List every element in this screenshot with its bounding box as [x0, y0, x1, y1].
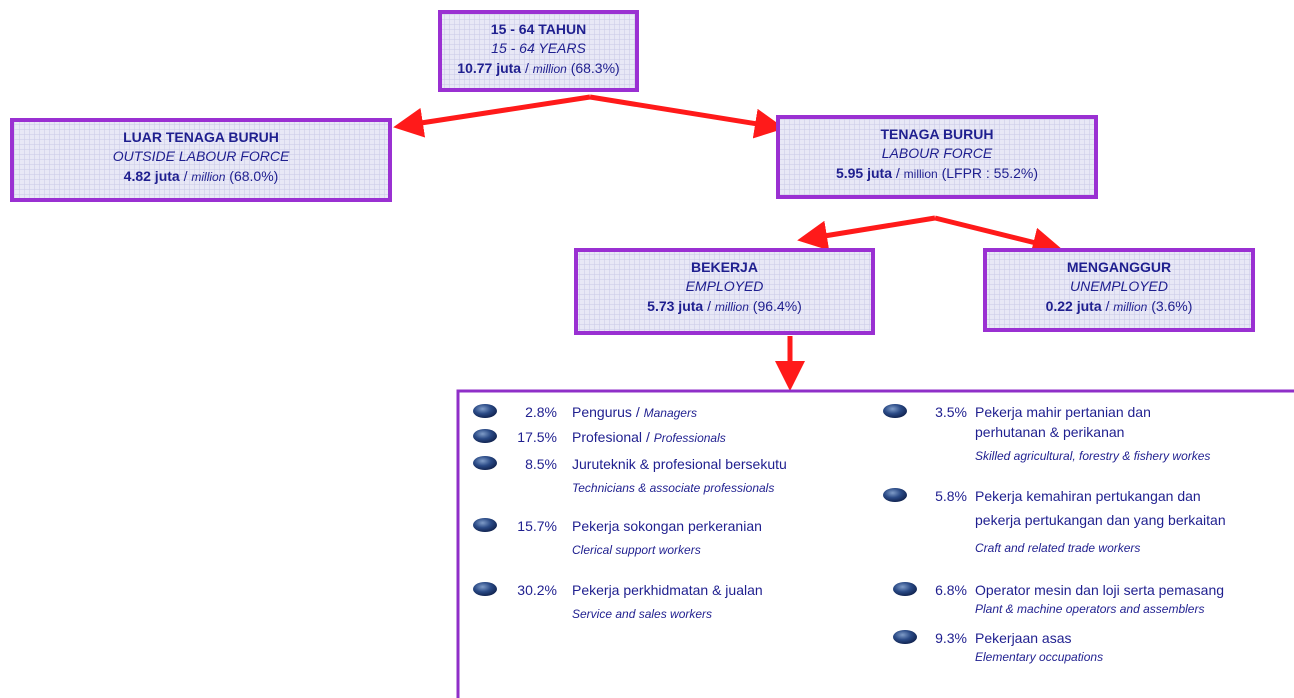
node-sep: /	[525, 60, 529, 76]
node-share: (LFPR : 55.2%)	[942, 165, 1038, 181]
bullet	[883, 404, 907, 418]
content: 15 - 64 TAHUN 15 - 64 YEARS 10.77 juta / m…	[10, 10, 1255, 664]
occupation-name: Operator mesin dan loji serta pemasang	[975, 582, 1224, 598]
node-title: 15 - 64 TAHUN	[491, 21, 586, 37]
node-value: 10.77 juta	[457, 60, 521, 76]
occupation-sep: /	[636, 404, 640, 420]
node-title: BEKERJA	[691, 259, 758, 275]
occupation-name: Pekerja sokongan perkeranian	[572, 518, 762, 534]
node-unit: million	[533, 62, 567, 76]
node-unit: million	[715, 300, 749, 314]
occupation-english: Elementary occupations	[975, 650, 1103, 664]
occupation-name: Pekerjaan asas	[975, 630, 1072, 646]
occupation-english: Craft and related trade workers	[975, 541, 1140, 555]
bullet	[893, 630, 917, 644]
occupation-pct: 2.8%	[525, 404, 557, 420]
node-unit: million	[904, 167, 938, 181]
occupation-pct: 9.3%	[935, 630, 967, 646]
node-subtitle: 15 - 64 YEARS	[491, 40, 586, 56]
occupation-name: Pekerja kemahiran pertukangan dan	[975, 488, 1201, 504]
node-sep: /	[896, 165, 900, 181]
node-sep: /	[1106, 298, 1110, 314]
node-unit: million	[191, 170, 225, 184]
occupation-english: Plant & machine operators and assemblers	[975, 602, 1204, 616]
node-share: (3.6%)	[1151, 298, 1192, 314]
occupation-pct: 6.8%	[935, 582, 967, 598]
node-value: 5.95 juta	[836, 165, 892, 181]
occupation-english: Managers	[644, 406, 697, 420]
occupation-pct: 3.5%	[935, 404, 967, 420]
node-subtitle: LABOUR FORCE	[882, 145, 993, 161]
node-box	[983, 248, 1255, 332]
node-value-line: 5.95 juta / million (LFPR : 55.2%)	[836, 165, 1038, 181]
occupation-english: Service and sales workers	[572, 607, 712, 621]
node-subtitle: UNEMPLOYED	[1070, 278, 1168, 294]
occupation-pct: 8.5%	[525, 456, 557, 472]
bullet	[883, 488, 907, 502]
node-subtitle: EMPLOYED	[686, 278, 764, 294]
occupation-pct: 17.5%	[517, 429, 557, 445]
node-sep: /	[184, 168, 188, 184]
node-value: 0.22 juta	[1046, 298, 1102, 314]
node-share: (96.4%)	[753, 298, 802, 314]
node-share: (68.0%)	[229, 168, 278, 184]
occupation-pct: 5.8%	[935, 488, 967, 504]
occupation-name: pekerja pertukangan dan yang berkaitan	[975, 512, 1226, 528]
occupation-name: Juruteknik & profesional bersekutu	[572, 456, 787, 472]
node-value: 5.73 juta	[647, 298, 703, 314]
node-value-line: 10.77 juta / million (68.3%)	[457, 60, 619, 76]
node-subtitle: OUTSIDE LABOUR FORCE	[113, 148, 290, 164]
occupation-name: Pengurus	[572, 404, 632, 420]
occupation-name: Pekerja mahir pertanian dan	[975, 404, 1151, 420]
node-box	[574, 248, 875, 335]
node-box	[10, 118, 392, 202]
occupation-name: perhutanan & perikanan	[975, 424, 1124, 440]
node-value-line: 4.82 juta / million (68.0%)	[124, 168, 279, 184]
node-share: (68.3%)	[571, 60, 620, 76]
occupation-english: Professionals	[654, 431, 726, 445]
node-box	[776, 115, 1098, 199]
node-title: LUAR TENAGA BURUH	[123, 129, 279, 145]
arrow	[393, 94, 591, 138]
node-value-line: 0.22 juta / million (3.6%)	[1046, 298, 1193, 314]
occupation-english: Skilled agricultural, forestry & fishery…	[975, 449, 1210, 463]
node-value-line: 5.73 juta / million (96.4%)	[647, 298, 802, 314]
node-sep: /	[707, 298, 711, 314]
arrow	[589, 94, 785, 139]
bullet	[473, 582, 497, 596]
bullet	[473, 456, 497, 470]
panel-border	[456, 389, 1294, 698]
node-title: MENGANGGUR	[1067, 259, 1171, 275]
bullet	[473, 429, 497, 443]
occupation-english: Technicians & associate professionals	[572, 481, 774, 495]
node-box	[438, 10, 639, 92]
arrows	[393, 94, 1063, 391]
node-value: 4.82 juta	[124, 168, 180, 184]
arrow	[934, 215, 1063, 257]
occupation-label: Profesional / Professionals	[572, 429, 726, 445]
arrow	[797, 215, 936, 251]
occupation-label: Pengurus / Managers	[572, 404, 697, 420]
occupation-pct: 15.7%	[517, 518, 557, 534]
bullet	[473, 404, 497, 418]
bullet	[473, 518, 497, 532]
occupation-pct: 30.2%	[517, 582, 557, 598]
occupation-name: Profesional	[572, 429, 642, 445]
occupation-english: Clerical support workers	[572, 543, 701, 557]
node-title: TENAGA BURUH	[880, 126, 993, 142]
bullet	[893, 582, 917, 596]
node-unit: million	[1113, 300, 1147, 314]
occupation-sep: /	[646, 429, 650, 445]
occupation-name: Pekerja perkhidmatan & jualan	[572, 582, 763, 598]
